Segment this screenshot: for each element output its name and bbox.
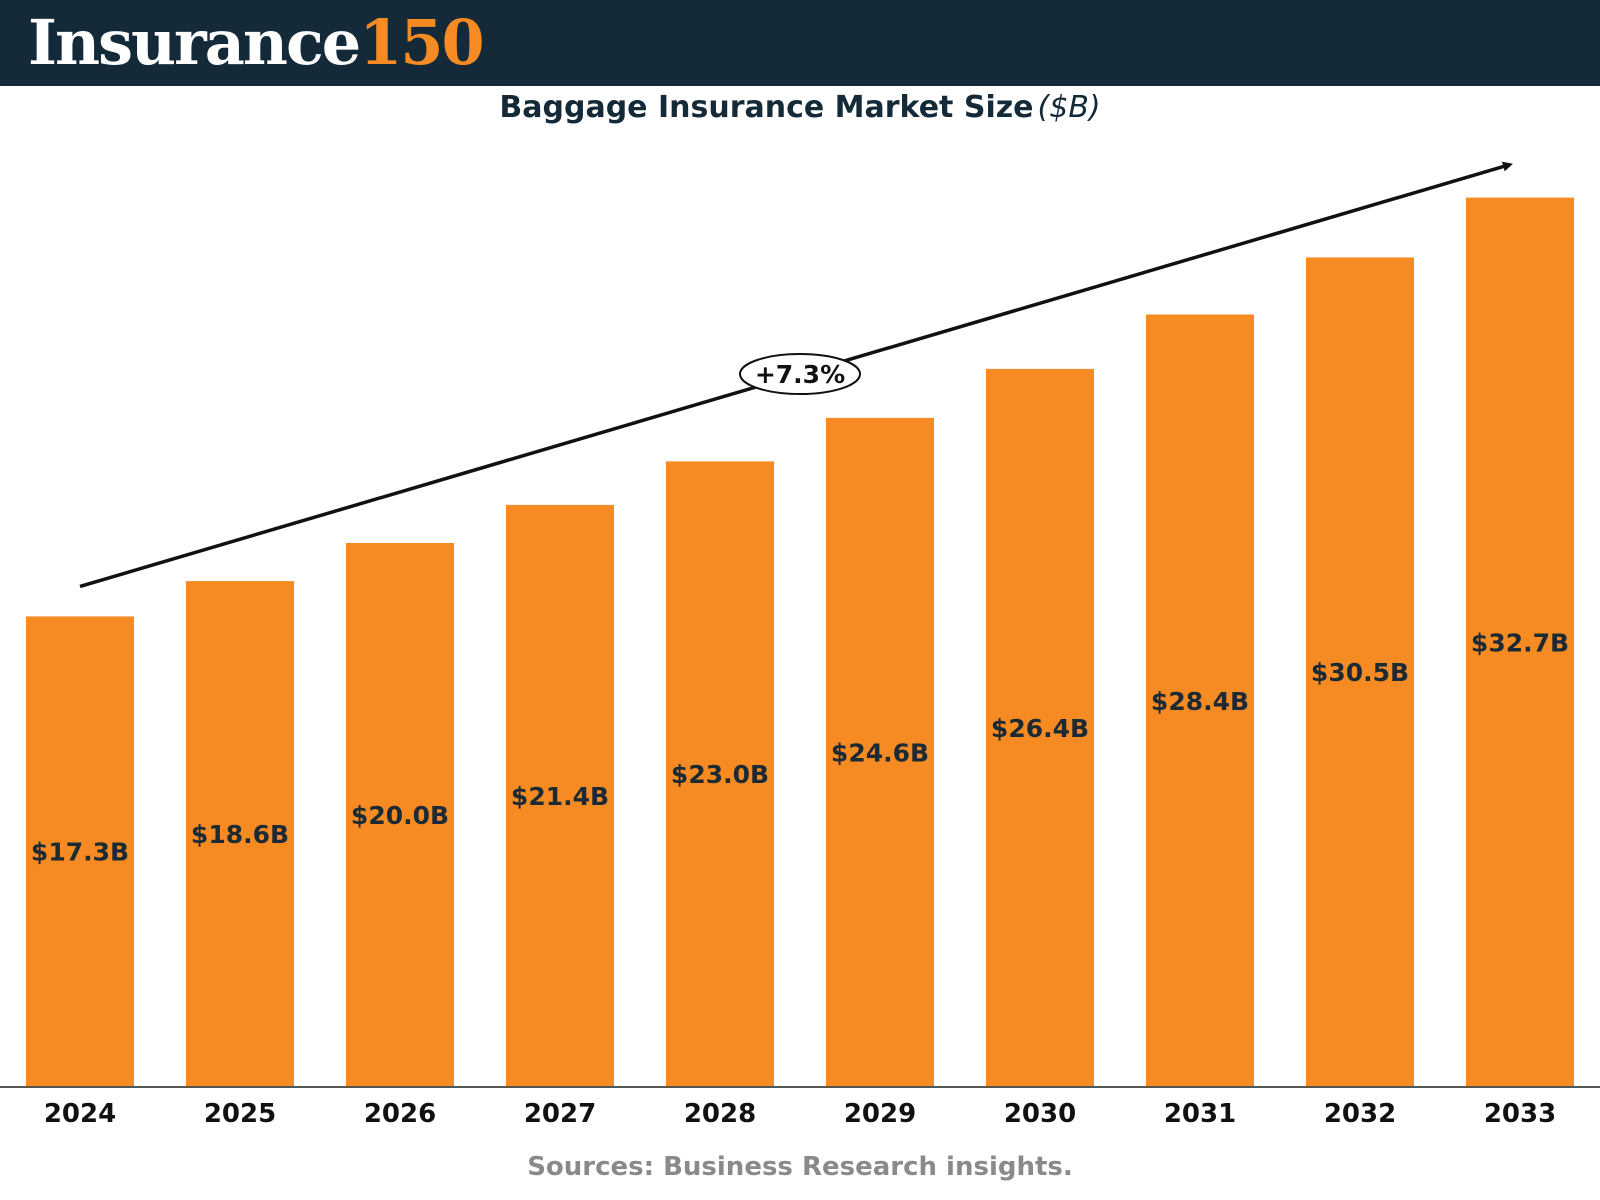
x-tick-label: 2026 — [364, 1099, 436, 1129]
bar-2024 — [26, 616, 134, 1087]
bar-2030 — [986, 368, 1094, 1087]
bar-2033 — [1466, 197, 1574, 1087]
bar-value-label: $23.0B — [671, 760, 769, 789]
x-tick-label: 2033 — [1484, 1099, 1556, 1129]
bar-2026 — [346, 543, 454, 1087]
bar-value-label: $24.6B — [831, 738, 929, 767]
bar-value-label: $28.4B — [1151, 687, 1249, 716]
bar-2028 — [666, 461, 774, 1087]
bar-value-label: $18.6B — [191, 820, 289, 849]
bar-value-label: $26.4B — [991, 714, 1089, 743]
logo-word: Insurance — [28, 6, 361, 79]
x-tick-label: 2024 — [44, 1099, 116, 1129]
growth-rate-label: +7.3% — [755, 360, 845, 389]
bar-2027 — [506, 504, 614, 1087]
bar-value-label: $21.4B — [511, 782, 609, 811]
bar-2025 — [186, 581, 294, 1087]
bar-value-label: $32.7B — [1471, 628, 1569, 657]
bar-value-label: $20.0B — [351, 801, 449, 830]
x-tick-label: 2028 — [684, 1099, 756, 1129]
bar-value-label: $17.3B — [31, 838, 129, 867]
x-tick-label: 2025 — [204, 1099, 276, 1129]
logo-number: 150 — [359, 6, 484, 79]
x-tick-label: 2030 — [1004, 1099, 1076, 1129]
brand-logo: Insurance150 — [28, 0, 485, 86]
growth-badge — [739, 353, 861, 396]
bar-2029 — [826, 417, 934, 1087]
x-tick-label: 2027 — [524, 1099, 596, 1129]
chart-title: Baggage Insurance Market Size ($B) — [0, 90, 1600, 125]
chart-title-text: Baggage Insurance Market Size — [499, 90, 1034, 125]
x-tick-label: 2032 — [1324, 1099, 1396, 1129]
x-tick-label: 2031 — [1164, 1099, 1236, 1129]
chart-title-unit: ($B) — [1037, 90, 1101, 125]
bar-value-label: $30.5B — [1311, 658, 1409, 687]
header-bar: Insurance150 — [0, 0, 1600, 86]
bar-2032 — [1306, 257, 1414, 1087]
bar-2031 — [1146, 314, 1254, 1087]
source-note: Sources: Business Research insights. — [527, 1152, 1073, 1182]
x-tick-label: 2029 — [844, 1099, 916, 1129]
